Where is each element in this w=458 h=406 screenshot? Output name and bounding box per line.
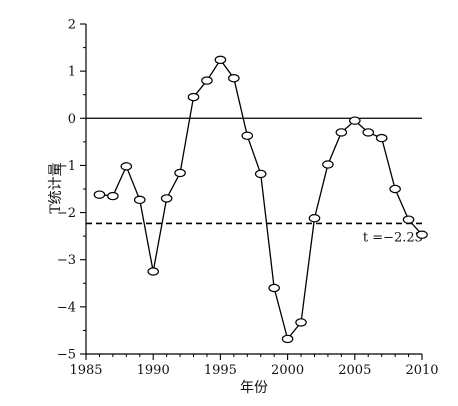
data-point xyxy=(174,168,186,178)
data-point xyxy=(308,214,321,223)
axis-labels: T统计量 年份 xyxy=(48,162,268,396)
data-point xyxy=(187,92,200,102)
series-line xyxy=(99,58,423,341)
data-point xyxy=(254,169,267,179)
x-tick-label: 2005 xyxy=(338,363,371,378)
x-tick-label: 1990 xyxy=(137,363,170,378)
y-tick-label: 2 xyxy=(68,18,76,33)
data-point xyxy=(241,131,254,140)
data-point xyxy=(107,191,119,201)
y-tick-label: 0 xyxy=(68,112,76,127)
axes: −5 −4 −3 −2 −1 0 1 2 1985 1990 1995 2000 2005 2010 xyxy=(57,18,439,379)
data-point xyxy=(389,184,401,194)
data-point xyxy=(201,76,213,85)
y-tick-label: −4 xyxy=(57,300,76,315)
data-point xyxy=(228,74,240,83)
data-point xyxy=(160,194,173,203)
data-point xyxy=(295,318,307,327)
data-point xyxy=(402,215,415,224)
data-point xyxy=(375,133,388,143)
x-tick-label: 1985 xyxy=(69,363,102,378)
y-tick-label: −1 xyxy=(57,159,76,174)
data-point xyxy=(133,195,146,205)
data-series xyxy=(93,55,428,344)
x-tick-label: 2010 xyxy=(405,363,438,378)
x-tick-label: 1995 xyxy=(204,363,237,378)
data-point xyxy=(214,55,227,65)
critical-value-annotation: t =−2.23 xyxy=(363,230,423,245)
data-point xyxy=(120,162,133,171)
data-point xyxy=(335,128,348,137)
data-point xyxy=(362,128,375,137)
y-tick-label: 1 xyxy=(68,65,76,80)
data-point xyxy=(93,190,106,199)
x-axis-title: 年份 xyxy=(240,380,268,396)
y-axis-title: T统计量 xyxy=(48,162,64,213)
reference-lines: t =−2.23 xyxy=(86,117,423,245)
x-tick-label: 2000 xyxy=(271,363,304,378)
data-point xyxy=(348,116,361,125)
data-point xyxy=(416,230,428,239)
y-tick-label: −2 xyxy=(57,206,76,221)
y-tick-label: −5 xyxy=(57,348,76,363)
data-point xyxy=(268,283,280,293)
data-point xyxy=(281,334,294,344)
data-point xyxy=(147,267,159,276)
data-point xyxy=(322,160,334,169)
y-tick-label: −3 xyxy=(57,253,76,268)
